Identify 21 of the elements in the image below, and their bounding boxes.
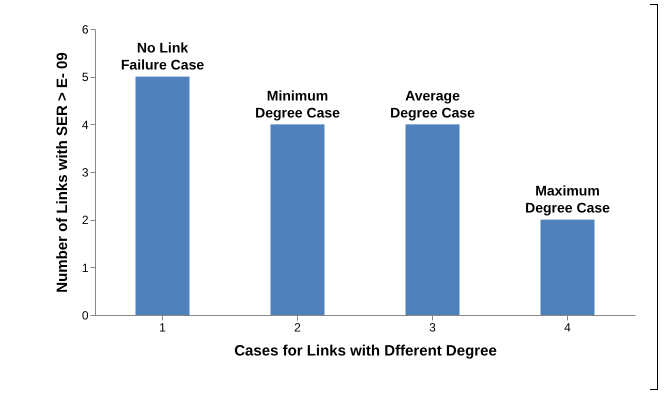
y-tick-label: 2 <box>82 213 89 228</box>
annotation: No Link Failure Case <box>120 40 204 73</box>
x-tick-label: 4 <box>564 320 572 334</box>
y-tick-label: 1 <box>82 260 89 275</box>
bar <box>136 76 190 315</box>
bar <box>540 220 594 315</box>
bar <box>270 124 324 315</box>
y-tick-label: 3 <box>82 166 89 180</box>
y-tick-label: 4 <box>82 118 89 132</box>
x-tick-label: 3 <box>429 320 436 334</box>
y-tick-label: 5 <box>82 70 89 84</box>
y-tick-label: 6 <box>82 22 89 36</box>
bar <box>406 124 460 315</box>
x-tick-label: 2 <box>294 320 302 334</box>
x-tick-label: 1 <box>159 320 166 334</box>
annotation: Average Degree Case <box>390 87 476 120</box>
annotation: Minimum Degree Case <box>255 87 340 120</box>
x-axis-title: Cases for Links with Dfferent Degree <box>234 342 497 360</box>
annotation: Maximum Degree Case <box>525 182 610 216</box>
y-tick-label: 0 <box>82 308 89 322</box>
y-axis-title: Number of Links with SER > E- 09 <box>54 52 71 293</box>
